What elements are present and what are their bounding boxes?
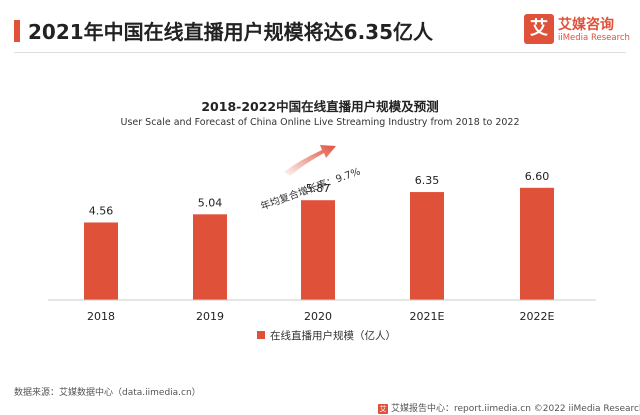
value-label: 6.60 — [525, 170, 550, 183]
logo-mark-icon: 艾 — [524, 14, 554, 44]
x-tick-label: 2018 — [87, 310, 115, 323]
value-label: 5.87 — [306, 182, 331, 195]
legend-label: 在线直播用户规模（亿人） — [270, 330, 396, 342]
bar-2018 — [84, 222, 118, 300]
title-accent-bar — [14, 20, 20, 42]
x-tick-label: 2020 — [304, 310, 332, 323]
bar-2022E — [520, 187, 554, 300]
report-logo-icon: 艾 — [378, 403, 388, 414]
x-tick-label: 2021E — [410, 310, 445, 323]
logo-name-en: iiMedia Research — [558, 33, 630, 43]
brand-logo: 艾 艾媒咨询 iiMedia Research — [524, 14, 634, 48]
chart-legend: 在线直播用户规模（亿人） — [257, 328, 396, 343]
value-label: 5.04 — [198, 196, 223, 209]
bar-2019 — [193, 214, 227, 300]
logo-name-cn: 艾媒咨询 — [558, 17, 614, 33]
value-label: 4.56 — [89, 204, 114, 217]
x-tick-label: 2022E — [520, 310, 555, 323]
header: 2021年中国在线直播用户规模将达6.35亿人 艾 艾媒咨询 iiMedia R… — [0, 0, 640, 60]
x-tick-label: 2019 — [196, 310, 224, 323]
report-credit-text: 艾媒报告中心：report.iimedia.cn ©2022 iiMedia R… — [391, 404, 640, 414]
growth-arrow-icon — [284, 145, 336, 176]
bar-2020 — [301, 200, 335, 300]
value-label: 6.35 — [415, 174, 440, 187]
chart-title: 2018-2022中国在线直播用户规模及预测 — [201, 99, 439, 114]
bar-2021E — [410, 192, 444, 300]
header-divider — [14, 52, 626, 53]
data-source: 数据来源：艾媒数据中心（data.iimedia.cn） — [14, 388, 201, 398]
chart-subtitle: User Scale and Forecast of China Online … — [120, 117, 520, 128]
legend-swatch — [257, 331, 265, 339]
page-title: 2021年中国在线直播用户规模将达6.35亿人 — [28, 20, 434, 44]
report-credit: 艾艾媒报告中心：report.iimedia.cn ©2022 iiMedia … — [378, 401, 640, 414]
